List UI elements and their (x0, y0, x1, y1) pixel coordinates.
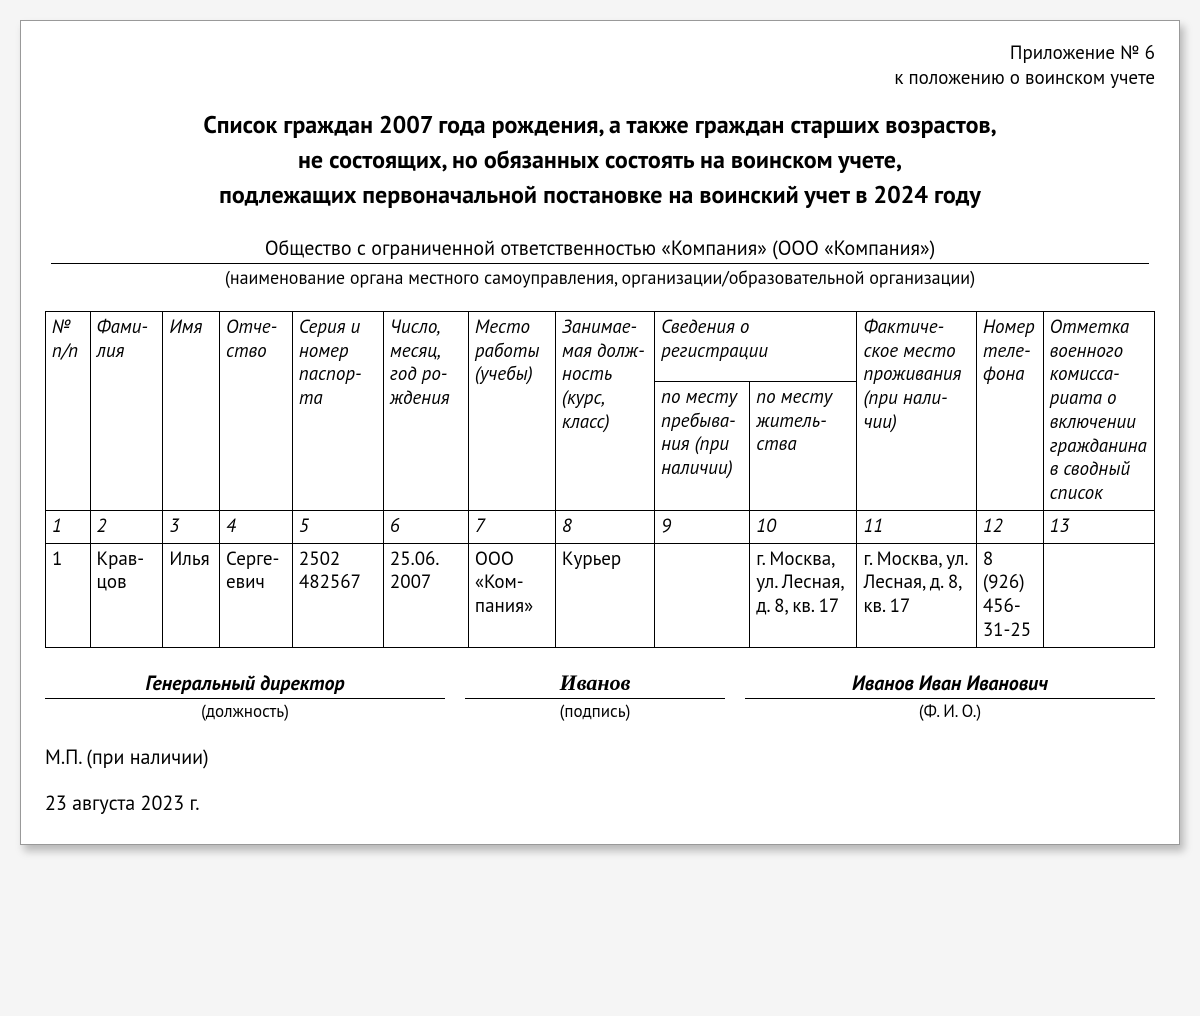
th-birthdate: Число, месяц, год ро­ждения (383, 311, 468, 510)
signature-row: Генеральный директор (должность) Иванов … (45, 670, 1155, 722)
signature-position-block: Генеральный директор (должность) (45, 670, 445, 722)
cell-position: Курьер (555, 543, 654, 647)
organization-caption: (наименование органа местного самоуправл… (45, 266, 1155, 289)
colnum-7: 7 (468, 510, 555, 543)
cell-actual-residence: г. Москва, ул. Лесная, д. 8, кв. 17 (857, 543, 976, 647)
th-workplace: Место работы (учебы) (468, 311, 555, 510)
cell-reg-stay (655, 543, 750, 647)
cell-phone: 8 (926) 456-31-25 (976, 543, 1043, 647)
th-actual-residence: Фактиче­ское место проживания (при нали­… (857, 311, 976, 510)
cell-workplace: ООО «Ком­пания» (468, 543, 555, 647)
signature-position-label: (должность) (45, 700, 445, 722)
th-lastname: Фами­лия (90, 311, 163, 510)
document-date: 23 августа 2023 г. (45, 790, 1155, 816)
colnum-8: 8 (555, 510, 654, 543)
colnum-4: 4 (220, 510, 293, 543)
cell-patronymic: Серге­евич (220, 543, 293, 647)
signature-fio: Иванов Иван Иванович (745, 670, 1155, 699)
colnum-2: 2 (90, 510, 163, 543)
colnum-10: 10 (750, 510, 857, 543)
colnum-1: 1 (46, 510, 91, 543)
signature-position: Генеральный директор (45, 670, 445, 699)
th-firstname: Имя (163, 311, 220, 510)
colnum-13: 13 (1043, 510, 1154, 543)
th-position: Занимае­мая долж­ность (курс, класс) (555, 311, 654, 510)
title-line3: подлежащих первоначальной постановке на … (45, 178, 1155, 213)
th-registration: Сведения о регистрации (655, 311, 857, 381)
title-line2: не состоящих, но обязанных состоять на в… (45, 143, 1155, 178)
th-mark: Отметка военного комисса­риата о включен… (1043, 311, 1154, 510)
table-row: 1 Крав­цов Илья Серге­евич 2502 482567 2… (46, 543, 1155, 647)
stamp-note: М.П. (при наличии) (45, 744, 1155, 770)
document-title: Список граждан 2007 года рождения, а так… (45, 108, 1155, 212)
colnum-9: 9 (655, 510, 750, 543)
signature-sign-block: Иванов (подпись) (465, 670, 725, 722)
appendix-line1: Приложение № 6 (45, 41, 1155, 66)
signature-fio-block: Иванов Иван Иванович (Ф. И. О.) (745, 670, 1155, 722)
colnum-11: 11 (857, 510, 976, 543)
signature-sign: Иванов (465, 670, 725, 699)
th-passport: Серия и номер паспор­та (292, 311, 383, 510)
th-num: № п/п (46, 311, 91, 510)
organization-name: Общество с ограниченной ответственностью… (51, 235, 1149, 264)
cell-birthdate: 25.06. 2007 (383, 543, 468, 647)
colnum-3: 3 (163, 510, 220, 543)
cell-reg-residence: г. Москва, ул. Лес­ная, д. 8, кв. 17 (750, 543, 857, 647)
cell-lastname: Крав­цов (90, 543, 163, 647)
signature-sign-label: (подпись) (465, 700, 725, 722)
cell-firstname: Илья (163, 543, 220, 647)
colnum-5: 5 (292, 510, 383, 543)
cell-passport: 2502 482567 (292, 543, 383, 647)
title-line1: Список граждан 2007 года рождения, а так… (45, 108, 1155, 143)
document-page: Приложение № 6 к положению о воинском уч… (20, 20, 1180, 845)
th-reg-stay: по месту пребыва­ния (при нали­чии) (655, 381, 750, 510)
cell-mark (1043, 543, 1154, 647)
th-reg-residence: по месту житель­ства (750, 381, 857, 510)
appendix-line2: к положению о воинском учете (45, 66, 1155, 91)
cell-num: 1 (46, 543, 91, 647)
appendix-header: Приложение № 6 к положению о воинском уч… (45, 41, 1155, 90)
signature-fio-label: (Ф. И. О.) (745, 700, 1155, 722)
colnum-6: 6 (383, 510, 468, 543)
citizens-table: № п/п Фами­лия Имя Отче­ство Серия и ном… (45, 311, 1155, 648)
colnum-12: 12 (976, 510, 1043, 543)
th-phone: Номер теле­фона (976, 311, 1043, 510)
th-patronymic: Отче­ство (220, 311, 293, 510)
